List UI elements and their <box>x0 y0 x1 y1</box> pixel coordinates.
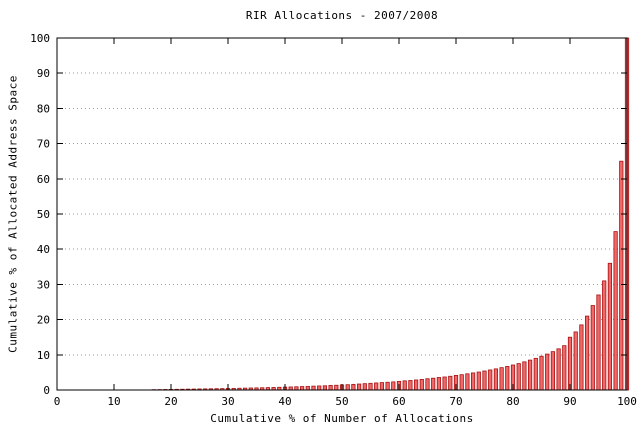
x-tick-label: 90 <box>563 395 576 408</box>
bar <box>573 331 578 391</box>
x-tick-label: 30 <box>221 395 234 408</box>
gridlines <box>57 72 627 356</box>
bar <box>442 376 447 391</box>
bar <box>470 372 476 391</box>
x-tick-label: 10 <box>107 395 120 408</box>
x-tick-label: 20 <box>164 395 177 408</box>
bar <box>436 377 442 391</box>
bar <box>374 382 379 391</box>
bar <box>317 385 322 391</box>
bar <box>431 377 436 391</box>
bar <box>379 382 385 391</box>
bar <box>345 384 350 391</box>
bar <box>419 379 424 391</box>
bar <box>602 280 607 391</box>
bar <box>493 368 499 391</box>
bar <box>488 369 493 391</box>
y-tick-label: 30 <box>37 278 50 291</box>
y-tick-label: 0 <box>43 384 50 397</box>
x-tick-label: 100 <box>617 395 637 408</box>
bar <box>482 370 487 391</box>
bar <box>408 380 413 391</box>
bar <box>299 386 305 391</box>
x-tick-label: 0 <box>54 395 61 408</box>
x-tick-label: 60 <box>392 395 405 408</box>
chart-title: RIR Allocations - 2007/2008 <box>245 9 439 22</box>
bar <box>334 384 339 391</box>
bar <box>465 373 470 391</box>
y-tick-label: 60 <box>37 173 50 186</box>
bar <box>505 366 510 391</box>
bar <box>528 359 533 391</box>
bar <box>385 381 390 391</box>
bar <box>305 386 310 391</box>
x-axis-title: Cumulative % of Number of Allocations <box>210 412 474 425</box>
bar <box>562 345 567 391</box>
bar <box>402 380 407 391</box>
bar <box>539 355 544 391</box>
bar <box>322 385 328 391</box>
x-tick-label: 50 <box>335 395 348 408</box>
x-tick-label: 70 <box>449 395 462 408</box>
y-tick-label: 20 <box>37 314 50 327</box>
bar <box>567 336 573 391</box>
y-tick-label: 90 <box>37 67 50 80</box>
bar <box>311 385 316 391</box>
bar <box>351 383 356 391</box>
bar <box>556 348 561 391</box>
bar <box>328 385 333 391</box>
axis-ticks <box>56 37 628 391</box>
axis-tick-labels: 0 10 20 30 40 50 60 70 80 90 100 0 10 20 30 40 50 60 70 80 9… <box>30 32 637 408</box>
y-tick-label: 10 <box>37 349 50 362</box>
bar <box>533 357 538 391</box>
bar <box>585 315 590 391</box>
bar <box>590 305 595 391</box>
bar <box>356 383 362 391</box>
bar <box>579 324 584 391</box>
bar <box>459 374 464 391</box>
bar <box>522 361 527 391</box>
bar <box>476 371 481 391</box>
bar <box>607 262 613 391</box>
y-tick-label: 50 <box>37 208 50 221</box>
x-tick-label: 40 <box>278 395 291 408</box>
bar <box>448 375 453 391</box>
bar <box>391 381 396 391</box>
bar <box>413 379 419 391</box>
bar <box>516 363 521 391</box>
bar <box>368 382 373 391</box>
bar <box>545 353 550 391</box>
bar <box>619 160 624 391</box>
y-tick-label: 80 <box>37 102 50 115</box>
bar <box>425 378 430 391</box>
y-tick-label: 70 <box>37 138 50 151</box>
bar <box>613 231 618 391</box>
y-tick-label: 40 <box>37 243 50 256</box>
bar <box>362 383 367 391</box>
bar <box>596 294 601 391</box>
bar <box>550 351 556 391</box>
y-tick-label: 100 <box>30 32 50 45</box>
x-tick-label: 80 <box>506 395 519 408</box>
bar <box>499 367 504 391</box>
